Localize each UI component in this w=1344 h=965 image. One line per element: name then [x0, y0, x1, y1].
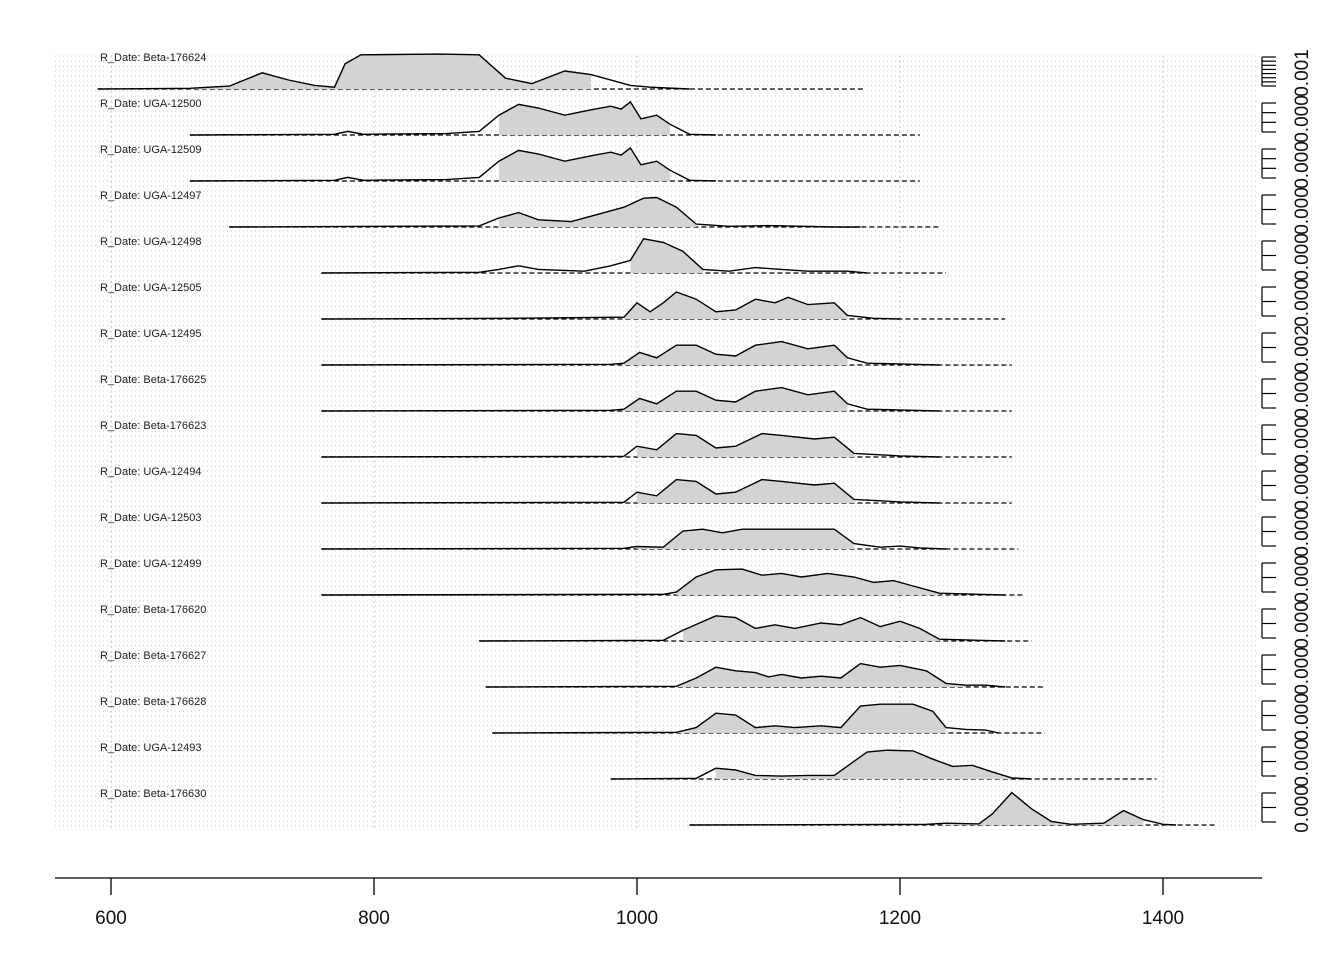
- y-tick-label: 0.000: [1292, 95, 1313, 143]
- series-label: R_Date: UGA-12497: [100, 190, 202, 202]
- hpd-fill: [623, 387, 848, 411]
- x-axis: 600 800 1000 1200 1400: [55, 877, 1262, 929]
- y-tick-label: 0.002: [1292, 325, 1313, 373]
- series-label: R_Date: UGA-12499: [100, 558, 202, 570]
- hpd-fill: [946, 792, 1144, 825]
- series-label: R_Date: UGA-12498: [100, 236, 202, 248]
- right-y-axis: 0.0010.0000.0000.0000.0000.0000.0020.000…: [1261, 49, 1313, 833]
- hpd-fill: [637, 433, 854, 457]
- density-curve: [485, 662, 1006, 688]
- y-tick-label: 0.000: [1292, 601, 1313, 649]
- density-curve: [610, 749, 1032, 780]
- y-tick-label: 0.000: [1292, 417, 1313, 465]
- y-tick-label: 0.000: [1292, 141, 1313, 189]
- series-label: R_Date: Beta-176630: [100, 788, 206, 800]
- density-curve: [321, 432, 940, 458]
- density-curve: [321, 291, 901, 320]
- y-tick-label: 0.000: [1292, 463, 1313, 511]
- series-label: R_Date: Beta-176625: [100, 374, 206, 386]
- series-label: R_Date: UGA-12509: [100, 144, 202, 156]
- density-curve: [321, 386, 940, 412]
- density-curve: [321, 238, 868, 274]
- hpd-fill: [676, 704, 947, 733]
- x-tick-label: 800: [358, 908, 390, 929]
- series-label: R_Date: UGA-12493: [100, 742, 202, 754]
- density-curve: [189, 100, 716, 136]
- series-label: R_Date: UGA-12495: [100, 328, 202, 340]
- hpd-fill: [498, 197, 697, 227]
- hpd-fill: [715, 750, 1012, 779]
- hpd-fill: [630, 238, 703, 273]
- series-label: R_Date: UGA-12505: [100, 282, 202, 294]
- x-tick-label: 1200: [879, 908, 921, 929]
- density-curve: [689, 791, 1177, 826]
- density-curve: [321, 340, 940, 366]
- density-curve: [97, 53, 690, 90]
- hpd-fill: [676, 663, 966, 687]
- series-labels: R_Date: Beta-176624 R_Date: UGA-12500 R_Da…: [100, 52, 206, 800]
- density-curve: [321, 478, 940, 504]
- density-curve: [189, 146, 716, 182]
- y-tick-label: 0.001: [1292, 49, 1313, 97]
- y-tick-label: 0.000: [1292, 647, 1313, 695]
- series-label: R_Date: Beta-176628: [100, 696, 206, 708]
- hpd-fill: [498, 101, 670, 135]
- y-tick-label: 0.000: [1292, 233, 1313, 281]
- y-tick-label: 0.000: [1292, 509, 1313, 557]
- hpd-fill: [97, 54, 592, 89]
- density-curve: [229, 196, 861, 228]
- series-label: R_Date: Beta-176624: [100, 52, 206, 64]
- hpd-fill: [683, 615, 940, 641]
- density-curve: [321, 568, 1006, 596]
- density-curve: [321, 528, 947, 550]
- series-label: R_Date: Beta-176627: [100, 650, 206, 662]
- x-tick-label: 1400: [1142, 908, 1184, 929]
- y-tick-label: 0.000: [1292, 739, 1313, 787]
- density-curve: [492, 703, 999, 734]
- hpd-fill: [623, 341, 848, 365]
- hpd-fill: [637, 529, 854, 549]
- x-tick-label: 600: [95, 908, 127, 929]
- series-label: R_Date: UGA-12500: [100, 98, 202, 110]
- y-tick-label: 0.000: [1292, 785, 1313, 833]
- x-tick-label: 1000: [616, 908, 658, 929]
- y-tick-label: 0.000: [1292, 187, 1313, 235]
- hpd-fill: [498, 147, 670, 181]
- y-tick-label: 0.000: [1292, 371, 1313, 419]
- hpd-fill: [637, 479, 854, 503]
- series-label: R_Date: Beta-176623: [100, 420, 206, 432]
- density-ridges: [97, 53, 1216, 826]
- density-curve: [479, 615, 1006, 642]
- series-label: R_Date: UGA-12503: [100, 512, 202, 524]
- series-label: R_Date: Beta-176620: [100, 604, 206, 616]
- grid-lines: [55, 55, 1258, 828]
- y-tick-label: 0.000: [1292, 279, 1313, 327]
- y-tick-label: 0.000: [1292, 555, 1313, 603]
- series-label: R_Date: UGA-12494: [100, 466, 202, 478]
- y-tick-label: 0.000: [1292, 693, 1313, 741]
- hpd-fill: [676, 569, 940, 595]
